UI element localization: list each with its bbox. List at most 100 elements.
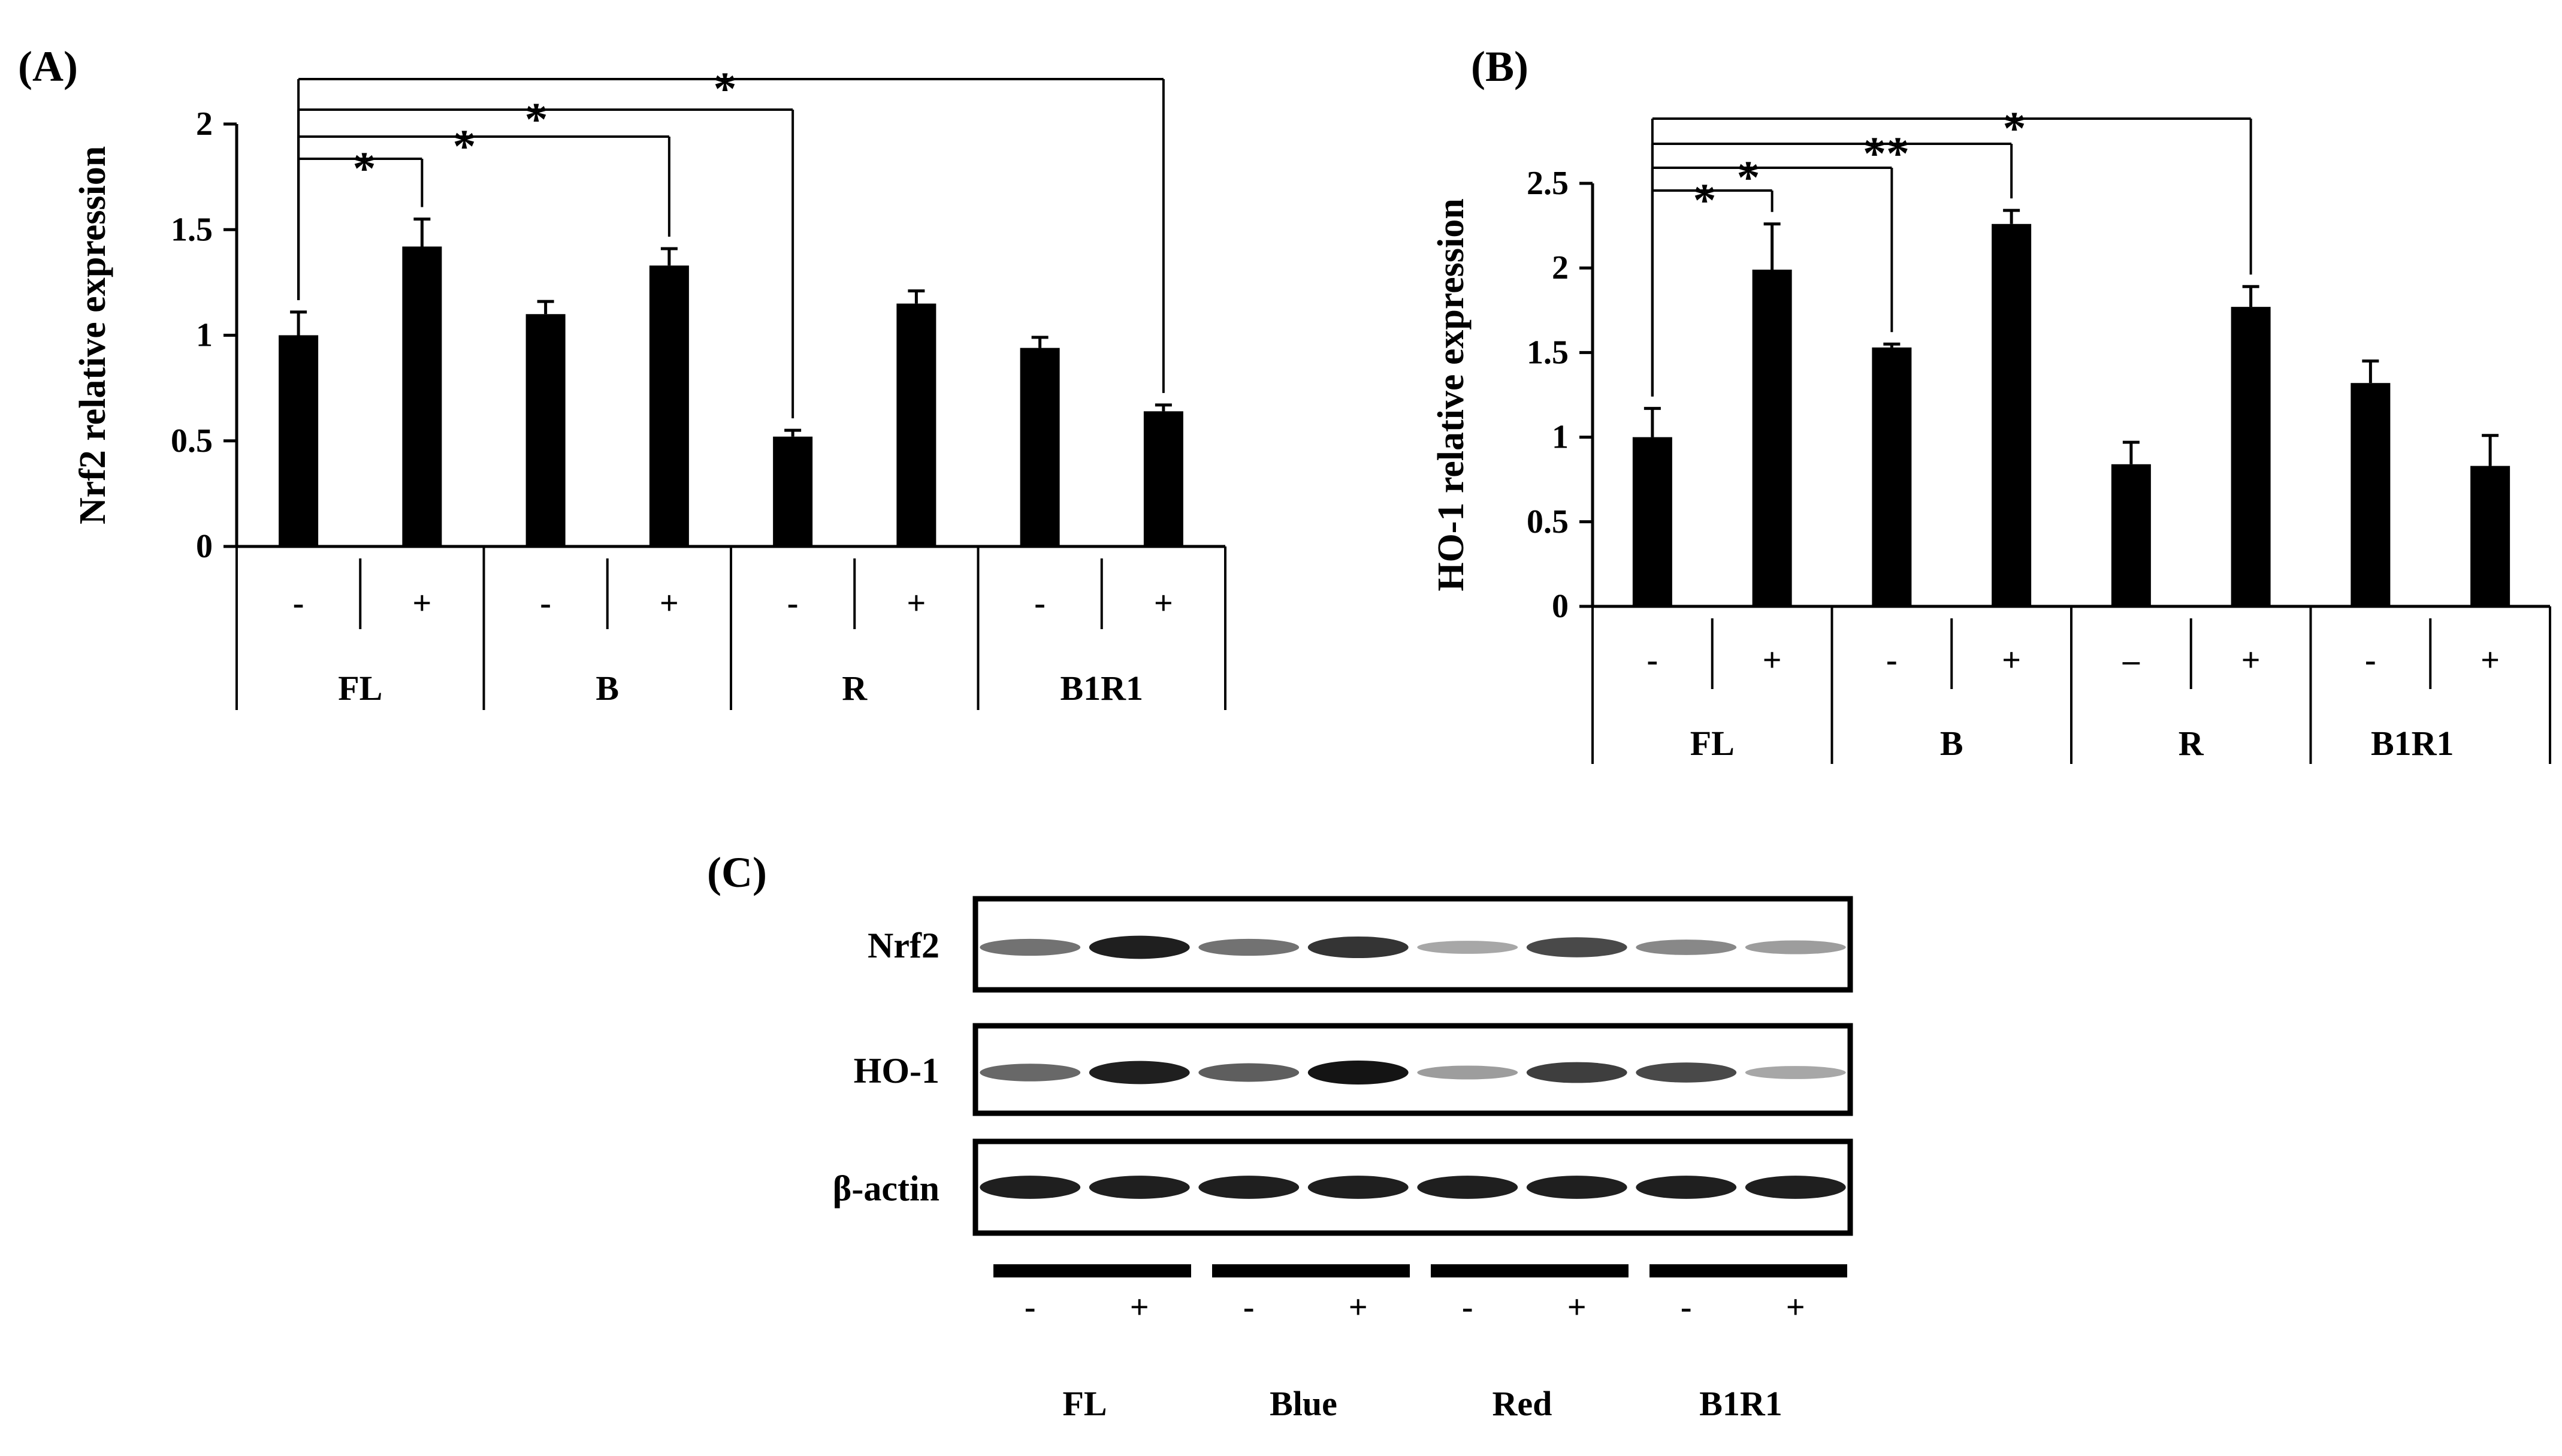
blot-group-label: FL <box>1062 1384 1107 1423</box>
y-axis-label: HO-1 relative expression <box>1431 198 1472 591</box>
treatment-label: - <box>540 585 551 622</box>
blot-treatment-label: - <box>1243 1289 1255 1326</box>
treatment-label: - <box>293 585 304 622</box>
y-tick-label: 1 <box>196 317 213 354</box>
blot-treatment-label: + <box>1567 1289 1587 1326</box>
blot-group-bar <box>1212 1264 1410 1277</box>
significance-star: * <box>525 93 548 145</box>
bar <box>773 436 813 546</box>
significance-star: ** <box>1863 127 1910 179</box>
treatment-label: - <box>2365 642 2376 679</box>
blot-band <box>1526 937 1627 957</box>
bar <box>1632 437 1672 606</box>
group-label: FL <box>338 669 382 708</box>
bar <box>1872 347 1912 606</box>
blot-group-label: Blue <box>1270 1384 1337 1423</box>
blot-row-label: Nrf2 <box>868 926 939 965</box>
group-label: R <box>842 669 868 708</box>
bar <box>1992 223 2032 606</box>
western-blot-panel: Nrf2 HO-1 β-actin - + - + - + - + FL Blue Red B1R1 <box>833 896 1853 1423</box>
blot-group-bar <box>1649 1264 1847 1277</box>
blot-band <box>1745 940 1846 954</box>
treatment-label: - <box>1886 642 1898 679</box>
group-label: FL <box>1690 724 1735 763</box>
bar <box>402 246 442 546</box>
blot-treatment-label: + <box>1349 1289 1368 1326</box>
group-label: B <box>1940 724 1963 763</box>
blot-band <box>1636 1176 1737 1199</box>
blot-group-bar <box>1431 1264 1629 1277</box>
bar <box>525 314 566 546</box>
blot-band <box>980 1064 1081 1082</box>
treatment-label: + <box>2002 642 2021 679</box>
blot-group-label: B1R1 <box>1699 1384 1782 1423</box>
chart-b-ho1: HO-1 relative expression 0 0.5 1 1.5 2 2.5 - + - +… <box>1431 102 2551 764</box>
chart-a-nrf2: Nrf2 relative expression 0 0.5 1 1.5 2 - + - + - + -… <box>72 62 1226 710</box>
treatment-label: + <box>1154 585 1173 622</box>
significance-star: * <box>1737 151 1760 203</box>
group-label: B1R1 <box>1060 669 1143 708</box>
bar <box>2111 464 2151 606</box>
blot-band <box>1307 936 1409 959</box>
treatment-label: + <box>660 585 679 622</box>
significance-star: * <box>453 120 476 172</box>
panel-label-c: (C) <box>707 848 767 896</box>
panel-label-a: (A) <box>18 43 78 90</box>
bar <box>2231 307 2271 606</box>
bar <box>279 335 319 546</box>
blot-band <box>1417 1065 1518 1080</box>
blot-band <box>1198 1063 1300 1082</box>
bar <box>2350 383 2391 606</box>
treatment-label: - <box>1647 642 1658 679</box>
blot-band <box>1089 1176 1190 1199</box>
blot-band <box>1307 1061 1409 1085</box>
treatment-label: – <box>2122 642 2140 679</box>
bar <box>649 265 689 546</box>
blot-group-bar <box>993 1264 1191 1277</box>
blot-band <box>1307 1176 1409 1199</box>
blot-band <box>1417 1176 1518 1199</box>
blot-band <box>980 938 1081 956</box>
treatment-label: - <box>1034 585 1046 622</box>
group-label: B <box>596 669 619 708</box>
y-tick-label: 1.5 <box>1527 334 1569 371</box>
y-tick-label: 1 <box>1552 419 1569 456</box>
y-tick-label: 2 <box>196 105 213 143</box>
blot-band <box>1745 1066 1846 1079</box>
y-axis-label: Nrf2 relative expression <box>72 146 113 524</box>
blot-treatment-label: - <box>1681 1289 1692 1326</box>
blot-row-label: HO-1 <box>854 1051 939 1091</box>
blot-band <box>1089 935 1190 959</box>
y-tick-label: 1.5 <box>171 211 213 248</box>
significance-star: * <box>2003 102 2026 154</box>
blot-group-label: Red <box>1493 1384 1552 1423</box>
blot-band <box>1089 1061 1190 1085</box>
group-label: R <box>2179 724 2204 763</box>
blot-band <box>1636 940 1737 955</box>
blot-band <box>1198 1176 1300 1199</box>
y-tick-label: 0.5 <box>1527 503 1569 540</box>
blot-band <box>980 1176 1081 1199</box>
blot-band <box>1745 1176 1846 1199</box>
bar <box>1020 348 1060 546</box>
bar <box>896 303 936 546</box>
bar <box>1143 411 1183 546</box>
y-tick-label: 0.5 <box>171 422 213 460</box>
y-tick-label: 0 <box>196 528 213 565</box>
treatment-label: + <box>2481 642 2500 679</box>
treatment-label: + <box>1763 642 1782 679</box>
bar <box>2470 466 2510 606</box>
bar <box>1752 270 1792 606</box>
panel-label-b: (B) <box>1471 43 1528 90</box>
group-label: B1R1 <box>2371 724 2454 763</box>
blot-band <box>1198 938 1300 956</box>
significance-star: * <box>353 142 376 194</box>
blot-treatment-label: + <box>1130 1289 1149 1326</box>
blot-treatment-label: - <box>1025 1289 1036 1326</box>
blot-band <box>1526 1176 1627 1199</box>
blot-band <box>1417 941 1518 954</box>
y-tick-label: 0 <box>1552 588 1569 625</box>
blot-band <box>1526 1062 1627 1083</box>
treatment-label: + <box>907 585 926 622</box>
